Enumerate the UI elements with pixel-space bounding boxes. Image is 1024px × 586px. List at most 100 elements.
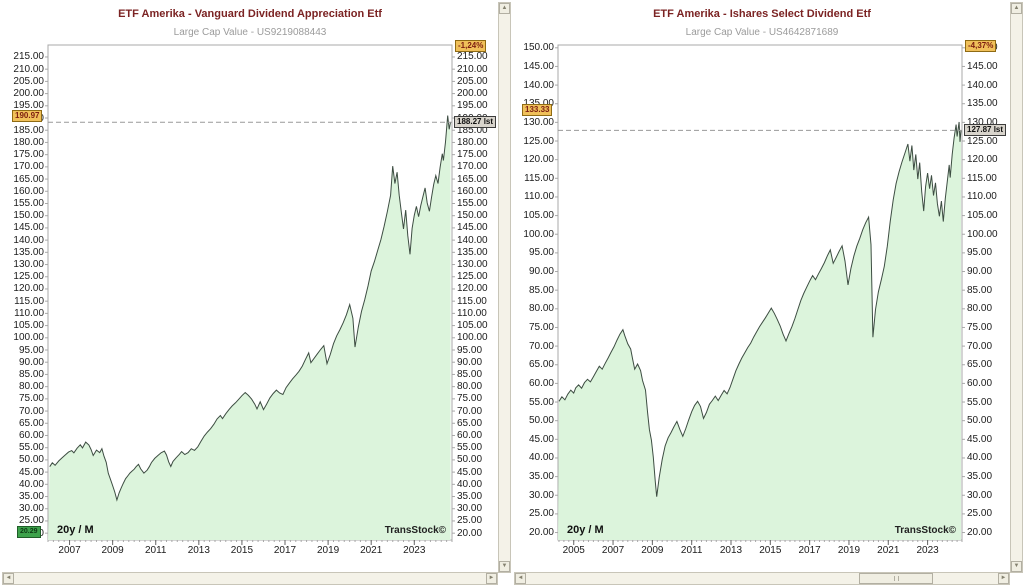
- x-axis-label: 2023: [403, 545, 426, 556]
- y-axis-label: 50.00: [18, 454, 44, 466]
- y-axis-label: 20.00: [457, 527, 483, 539]
- y-axis-label: 180.00: [457, 136, 488, 148]
- y-axis-label: 65.00: [457, 417, 483, 429]
- y-axis-label: 140.00: [457, 234, 488, 246]
- y-axis-label: 55.00: [457, 442, 483, 454]
- y-axis-label: 75.00: [18, 393, 44, 405]
- y-axis-label: 90.00: [967, 266, 993, 278]
- horizontal-scrollbar[interactable]: ◄ ►: [2, 572, 498, 585]
- scroll-right-icon[interactable]: ►: [486, 573, 497, 584]
- x-axis-label: 2011: [680, 545, 703, 556]
- y-axis-label: 130.00: [523, 116, 554, 128]
- y-axis-label: 30.00: [457, 503, 483, 515]
- x-axis-label: 2019: [837, 545, 861, 556]
- y-axis-label: 60.00: [457, 429, 483, 441]
- brand-label: TransStock©: [384, 525, 446, 536]
- y-axis-label: 85.00: [457, 368, 483, 380]
- y-axis-label: 120.00: [967, 154, 998, 166]
- x-axis-label: 2013: [187, 545, 210, 556]
- y-axis-label: 100.00: [457, 332, 488, 344]
- chart-subtitle: Large Cap Value - US9219088443: [173, 27, 327, 38]
- y-axis-label: 120.00: [457, 283, 488, 295]
- pct-change-badge: -4,37%: [965, 40, 997, 52]
- y-axis-label: 150.00: [13, 210, 44, 222]
- x-axis-label: 2015: [230, 545, 254, 556]
- scroll-up-icon[interactable]: ▲: [1011, 3, 1022, 14]
- y-axis-label: 165.00: [457, 173, 488, 185]
- y-axis-label: 55.00: [967, 396, 993, 408]
- y-axis-label: 195.00: [457, 100, 488, 112]
- price-line: [49, 115, 451, 502]
- y-axis-label: 35.00: [528, 471, 554, 483]
- y-axis-label: 125.00: [523, 135, 554, 147]
- y-axis-label: 145.00: [457, 222, 488, 234]
- y-axis-label: 135.00: [13, 246, 44, 258]
- y-axis-label: 60.00: [967, 377, 993, 389]
- scroll-down-icon[interactable]: ▼: [1011, 561, 1022, 572]
- y-axis-label: 80.00: [967, 303, 993, 315]
- y-axis-label: 105.00: [523, 210, 554, 222]
- chart-panel-vanguard: ETF Amerika - Vanguard Dividend Apprecia…: [0, 0, 512, 586]
- y-axis-label: 110.00: [967, 191, 997, 203]
- y-axis-label: 50.00: [457, 454, 483, 466]
- y-axis-label: 170.00: [13, 161, 44, 173]
- y-axis-label: 150.00: [457, 210, 488, 222]
- y-axis-label: 115.00: [457, 295, 487, 307]
- scroll-right-icon[interactable]: ►: [998, 573, 1009, 584]
- y-axis-label: 100.00: [967, 228, 998, 240]
- horizontal-scrollbar[interactable]: ◄ ►: [514, 572, 1010, 585]
- y-axis-label: 30.00: [18, 503, 44, 515]
- y-axis-label: 45.00: [18, 466, 44, 478]
- y-axis-label: 75.00: [967, 321, 993, 333]
- scroll-down-icon[interactable]: ▼: [499, 561, 510, 572]
- y-axis-label: 90.00: [528, 266, 554, 278]
- scrollbar-thumb[interactable]: [859, 573, 933, 584]
- x-axis-label: 2009: [101, 545, 124, 556]
- y-axis-label: 120.00: [523, 154, 554, 166]
- vertical-scrollbar[interactable]: ▲ ▼: [1010, 2, 1023, 573]
- price-line: [558, 121, 962, 497]
- y-axis-label: 110.00: [524, 191, 554, 203]
- y-axis-label: 25.00: [18, 515, 44, 527]
- chart-canvas[interactable]: 20.0020.0025.0025.0030.0030.0035.0035.00…: [0, 0, 512, 562]
- x-axis-label: 2021: [877, 545, 900, 556]
- last-price-badge: 127.87 lst: [964, 124, 1007, 137]
- y-axis-label: 160.00: [13, 185, 44, 197]
- price-area: [558, 122, 961, 540]
- x-axis-label: 2021: [360, 545, 383, 556]
- scroll-left-icon[interactable]: ◄: [3, 573, 14, 584]
- x-axis-label: 2015: [759, 545, 782, 556]
- y-axis-label: 95.00: [457, 344, 483, 356]
- y-axis-label: 105.00: [13, 320, 44, 332]
- y-axis-label: 165.00: [13, 173, 44, 185]
- x-axis-label: 2005: [562, 545, 585, 556]
- vertical-scrollbar[interactable]: ▲ ▼: [498, 2, 511, 573]
- price-plot: [45, 44, 455, 545]
- y-axis-label: 50.00: [528, 415, 554, 427]
- y-axis-label: 45.00: [457, 466, 483, 478]
- y-axis-label: 155.00: [457, 197, 488, 209]
- y-axis-label: 130.00: [13, 259, 44, 271]
- y-axis-label: 205.00: [13, 75, 44, 87]
- y-axis-label: 85.00: [967, 284, 993, 296]
- y-axis-label: 35.00: [18, 491, 44, 503]
- y-axis-label: 85.00: [18, 368, 44, 380]
- y-axis-label: 140.00: [967, 79, 998, 91]
- y-axis-label: 195.00: [13, 100, 44, 112]
- y-axis-label: 40.00: [457, 478, 483, 490]
- pct-change-badge: -1,24%: [455, 40, 487, 52]
- scroll-up-icon[interactable]: ▲: [499, 3, 510, 14]
- y-axis-label: 210.00: [457, 63, 488, 75]
- y-axis-label: 100.00: [13, 332, 44, 344]
- y-axis-label: 20.00: [528, 527, 554, 539]
- price-plot: [555, 44, 965, 545]
- y-axis-label: 125.00: [13, 271, 44, 283]
- prev-close-badge: 190.97: [12, 109, 43, 122]
- y-axis-label: 130.00: [967, 116, 998, 128]
- y-axis-label: 175.00: [457, 149, 488, 161]
- y-axis-label: 115.00: [524, 172, 554, 184]
- scroll-left-icon[interactable]: ◄: [515, 573, 526, 584]
- y-axis-label: 45.00: [528, 433, 554, 445]
- y-axis-label: 130.00: [457, 259, 488, 271]
